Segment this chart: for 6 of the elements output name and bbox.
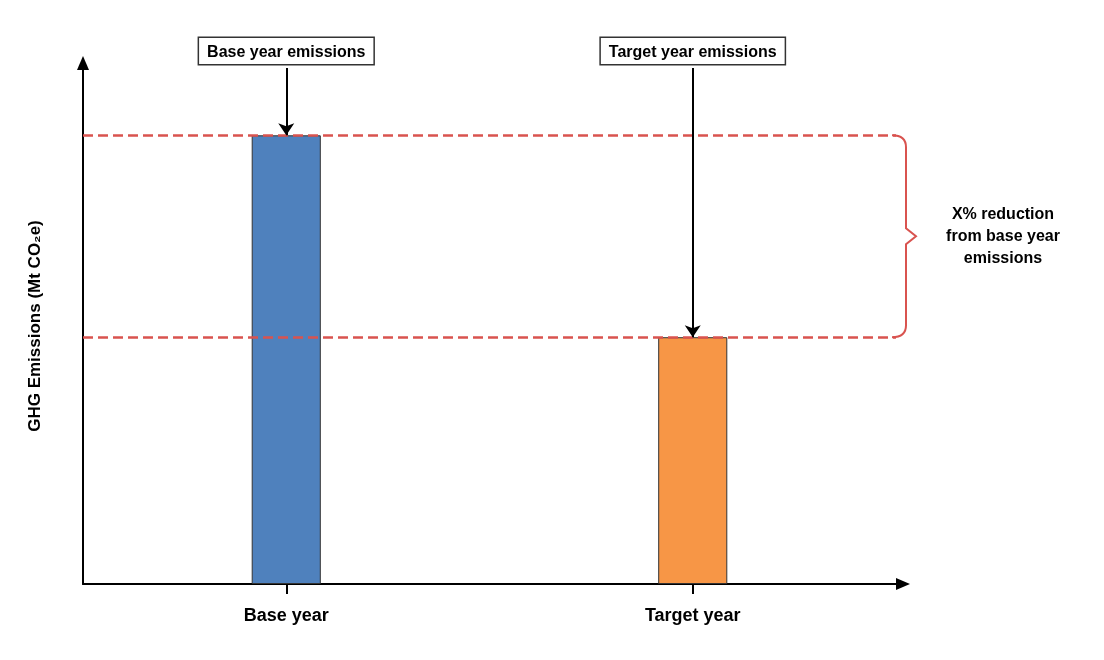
text: X% reduction from base year emissions bbox=[946, 205, 1060, 267]
x-tick-label: Target year bbox=[644, 605, 741, 625]
annotation: Target year emissions bbox=[608, 42, 777, 60]
x-tick-label: Base year bbox=[243, 605, 329, 625]
annotation: Base year emissions bbox=[207, 42, 366, 60]
y-axis-title: GHG Emissions (Mt CO₂e) bbox=[25, 220, 44, 432]
